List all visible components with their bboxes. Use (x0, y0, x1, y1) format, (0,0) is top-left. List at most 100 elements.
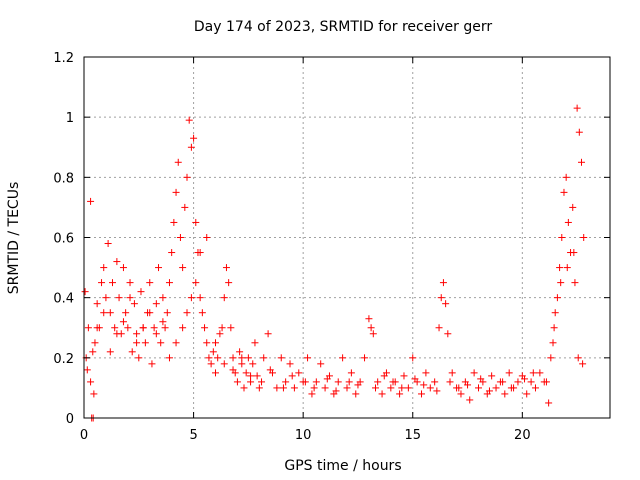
data-point (192, 279, 200, 287)
data-point (244, 354, 252, 362)
data-point (304, 354, 312, 362)
data-point (100, 309, 108, 317)
data-point (352, 390, 360, 398)
data-point (203, 234, 211, 241)
x-axis-title: GPS time / hours (284, 458, 401, 474)
data-point (470, 369, 478, 377)
data-point (387, 384, 395, 392)
data-point (579, 360, 587, 368)
data-point (339, 354, 347, 362)
data-point (192, 218, 200, 226)
data-point (321, 384, 329, 392)
data-point (455, 384, 463, 392)
data-point (135, 354, 143, 362)
data-point (249, 360, 257, 368)
data-point (464, 381, 472, 389)
data-point (176, 234, 184, 241)
data-point (420, 381, 428, 389)
data-point (323, 375, 331, 383)
data-point (187, 294, 195, 302)
data-point (238, 360, 246, 368)
data-point (185, 116, 193, 124)
x-tick-label: 15 (404, 428, 421, 443)
data-point (575, 128, 583, 136)
y-tick-label: 0.8 (53, 171, 74, 186)
data-point (247, 372, 255, 380)
data-point (119, 264, 127, 272)
data-point (106, 348, 114, 356)
data-point (115, 294, 123, 302)
data-point (240, 384, 248, 392)
data-point (141, 339, 149, 347)
data-point (570, 249, 578, 257)
data-point (277, 354, 285, 362)
data-point (365, 315, 373, 323)
data-point (251, 339, 259, 347)
data-point (499, 378, 507, 386)
data-point (214, 354, 222, 362)
data-point (569, 203, 577, 211)
data-point (457, 390, 465, 398)
data-point (207, 360, 215, 368)
data-point (308, 390, 316, 398)
data-point (396, 390, 404, 398)
data-point (531, 384, 539, 392)
data-point (550, 324, 558, 332)
data-point (227, 324, 235, 332)
data-point (93, 300, 101, 308)
data-point (148, 360, 156, 368)
data-point (126, 294, 134, 302)
data-point (242, 369, 250, 377)
data-point (521, 375, 529, 383)
data-point (93, 324, 101, 332)
data-point (236, 348, 244, 356)
data-point (203, 339, 211, 347)
data-point (549, 339, 557, 347)
data-point (102, 294, 110, 302)
data-point (90, 390, 98, 398)
data-point (485, 387, 493, 395)
data-point (551, 309, 559, 317)
data-point (488, 372, 496, 380)
data-points (81, 104, 588, 422)
data-point (165, 354, 173, 362)
data-point (128, 348, 136, 356)
data-point (529, 369, 537, 377)
data-point (574, 354, 582, 362)
data-point (196, 294, 204, 302)
data-point (446, 378, 454, 386)
data-point (282, 378, 290, 386)
y-tick-label: 0 (66, 412, 74, 427)
data-point (170, 218, 178, 226)
data-point (562, 173, 570, 181)
data-point (547, 354, 555, 362)
data-point (435, 324, 443, 332)
x-tick-label: 5 (189, 428, 197, 443)
y-tick-label: 0.2 (53, 352, 74, 367)
y-tick-label: 0.4 (53, 292, 74, 307)
x-tick-label: 0 (80, 428, 88, 443)
data-point (201, 324, 209, 332)
data-point (98, 279, 106, 287)
data-point (369, 330, 377, 338)
data-point (564, 218, 572, 226)
data-point (578, 158, 586, 166)
data-point (152, 300, 160, 308)
data-point (409, 354, 417, 362)
data-point (247, 378, 255, 386)
data-point (260, 354, 268, 362)
data-point (137, 288, 145, 296)
data-point (113, 330, 121, 338)
data-point (374, 378, 382, 386)
data-point (198, 309, 206, 317)
plot-frame (83, 56, 611, 419)
data-point (159, 294, 167, 302)
data-point (437, 294, 445, 302)
data-point (222, 264, 230, 272)
data-point (288, 372, 296, 380)
data-point (124, 324, 132, 332)
data-point (225, 279, 233, 287)
data-point (152, 330, 160, 338)
data-point (389, 378, 397, 386)
